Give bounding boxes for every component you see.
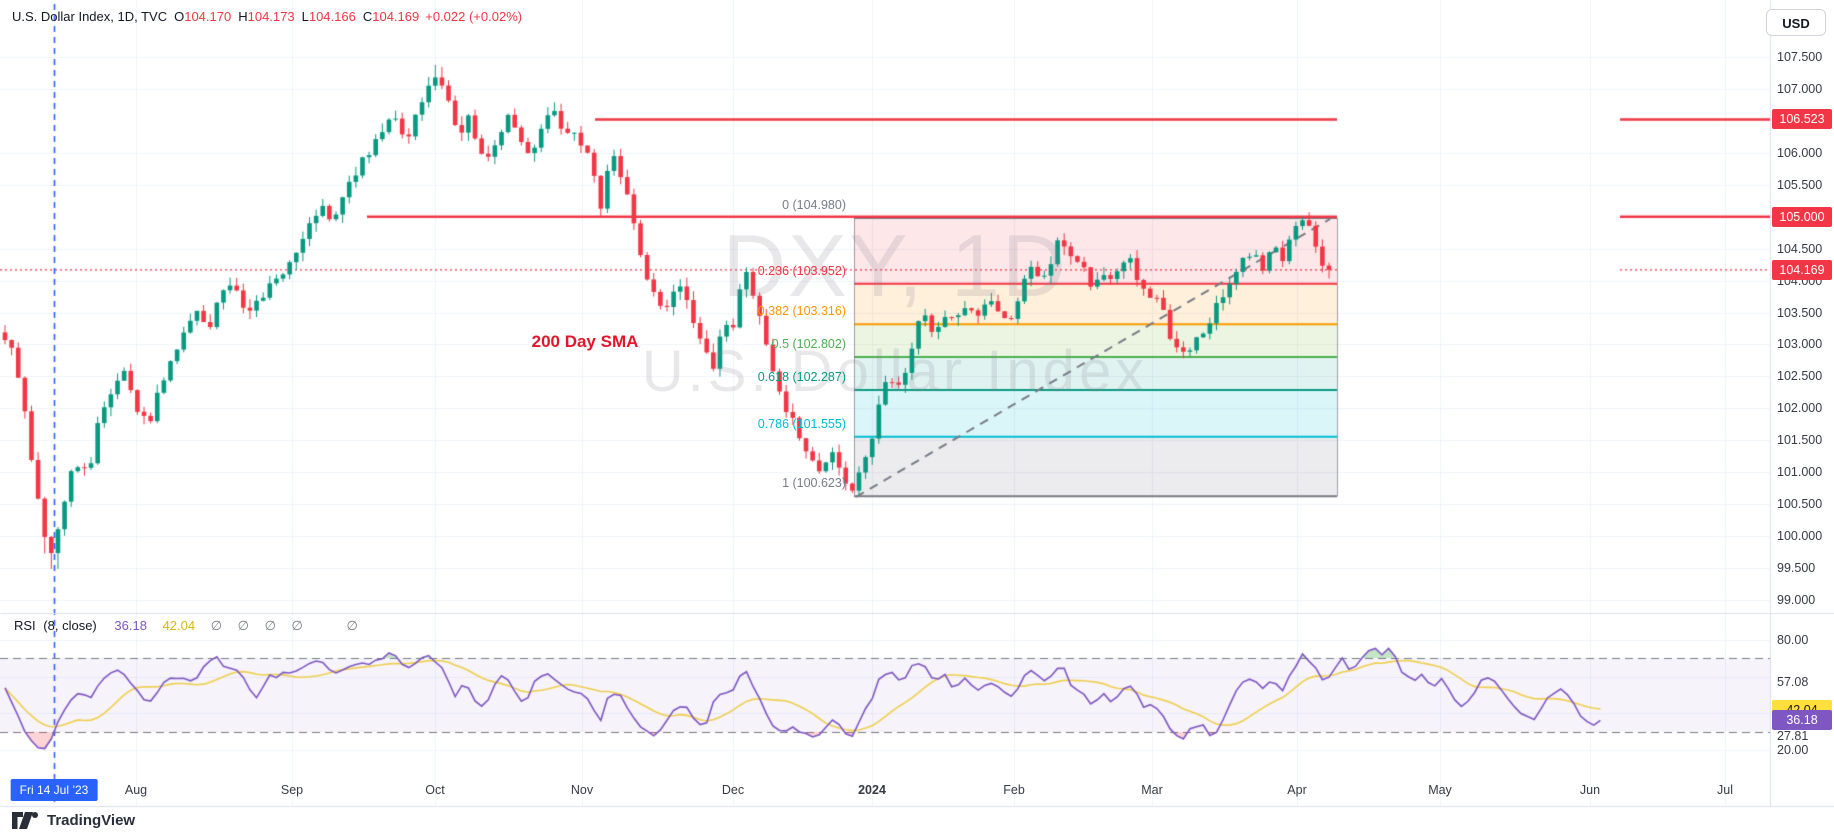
tradingview-logo[interactable]: TradingView	[12, 812, 135, 829]
rsi-hidden-values-icon: ∅ ∅ ∅ ∅	[210, 618, 309, 633]
price-axis-label: 101.500	[1777, 433, 1823, 448]
rsi-hidden-value-icon: ∅	[346, 618, 358, 633]
price-line-badge: 105.000	[1772, 206, 1832, 227]
fib-level-label[interactable]: 0.618 (102.287)	[757, 370, 846, 385]
change-value: +0.022 (+0.02%)	[425, 9, 523, 24]
price-axis-label: 100.500	[1777, 497, 1823, 512]
price-axis-label: 102.500	[1777, 369, 1823, 384]
time-axis-label: Jun	[1579, 783, 1601, 797]
price-axis-label: 99.000	[1777, 593, 1816, 607]
date-badge: Fri 14 Jul ’23	[10, 779, 98, 801]
price-line-badge: 106.523	[1772, 109, 1832, 130]
price-axis-label: 104.500	[1777, 241, 1823, 256]
rsi-axis-label: 27.81	[1777, 728, 1809, 743]
time-axis-label: May	[1428, 783, 1452, 797]
ohlc-values: O104.170 H104.173 L104.166 C104.169	[167, 9, 419, 24]
tradingview-logo-text: TradingView	[47, 812, 136, 829]
time-axis-label: Nov	[570, 783, 594, 797]
fib-level-label[interactable]: 0.5 (102.802)	[771, 337, 846, 352]
time-axis-label: Dec	[721, 783, 745, 797]
rsi-value: 36.18	[114, 618, 147, 633]
symbol-legend[interactable]: U.S. Dollar Index, 1D, TVC O104.170 H104.1…	[12, 9, 522, 24]
fib-level-label[interactable]: 1 (100.623)	[782, 476, 846, 491]
time-axis-label: Apr	[1287, 783, 1307, 797]
rsi-ma-value: 42.04	[162, 618, 196, 633]
tradingview-logo-icon	[12, 812, 38, 829]
fib-level-label[interactable]: 0 (104.980)	[782, 197, 846, 212]
ohlc-value: 104.166	[308, 9, 356, 24]
time-axis-label: Oct	[425, 783, 445, 797]
ohlc-value: 104.173	[247, 9, 295, 24]
price-axis-label: 101.000	[1777, 465, 1823, 480]
price-axis-label: 107.500	[1777, 50, 1823, 64]
time-axis-label: Mar	[1141, 783, 1163, 797]
ohlc-label: H	[238, 9, 248, 24]
price-axis-label: 103.000	[1777, 337, 1823, 352]
price-axis-label: 99.500	[1777, 561, 1816, 576]
time-axis-label: Jul	[1717, 783, 1733, 797]
rsi-name: RSI	[14, 618, 36, 633]
price-axis-label: 105.500	[1777, 177, 1823, 192]
price-line-badge: 104.169	[1772, 259, 1832, 280]
price-axis-label: 102.000	[1777, 401, 1823, 416]
price-axis-label: 100.000	[1777, 529, 1823, 544]
price-axis-label: 107.000	[1777, 81, 1823, 96]
fib-level-label[interactable]: 0.382 (103.316)	[757, 304, 846, 319]
rsi-value-badge: 36.18	[1772, 710, 1832, 731]
rsi-axis-label: 57.08	[1777, 675, 1809, 690]
price-axis-label: 106.000	[1777, 145, 1823, 160]
ohlc-value: 104.169	[372, 9, 420, 24]
time-axis-label: Feb	[1003, 783, 1025, 797]
ohlc-label: L	[301, 9, 309, 24]
time-axis-label: 2024	[858, 783, 886, 797]
sma-annotation[interactable]: 200 Day SMA	[531, 332, 639, 351]
ohlc-value: 104.170	[184, 9, 232, 24]
ohlc-label: C	[362, 9, 373, 24]
rsi-legend[interactable]: RSI (8, close) 36.18 42.04 ∅ ∅ ∅ ∅ ∅	[14, 618, 358, 634]
price-axis-label: 103.500	[1777, 305, 1823, 320]
fib-level-label[interactable]: 0.786 (101.555)	[757, 416, 846, 431]
symbol-title[interactable]: U.S. Dollar Index, 1D, TVC	[12, 9, 168, 24]
time-axis-label: Aug	[124, 783, 148, 797]
rsi-axis-label: 20.00	[1777, 743, 1809, 757]
time-axis-label: Sep	[280, 783, 304, 797]
rsi-params: (8, close)	[43, 618, 97, 633]
currency-toggle-button[interactable]: USD	[1766, 9, 1826, 36]
fib-level-label[interactable]: 0.236 (103.952)	[757, 263, 846, 278]
rsi-axis-label: 80.00	[1777, 633, 1809, 647]
ohlc-label: O	[174, 9, 185, 24]
